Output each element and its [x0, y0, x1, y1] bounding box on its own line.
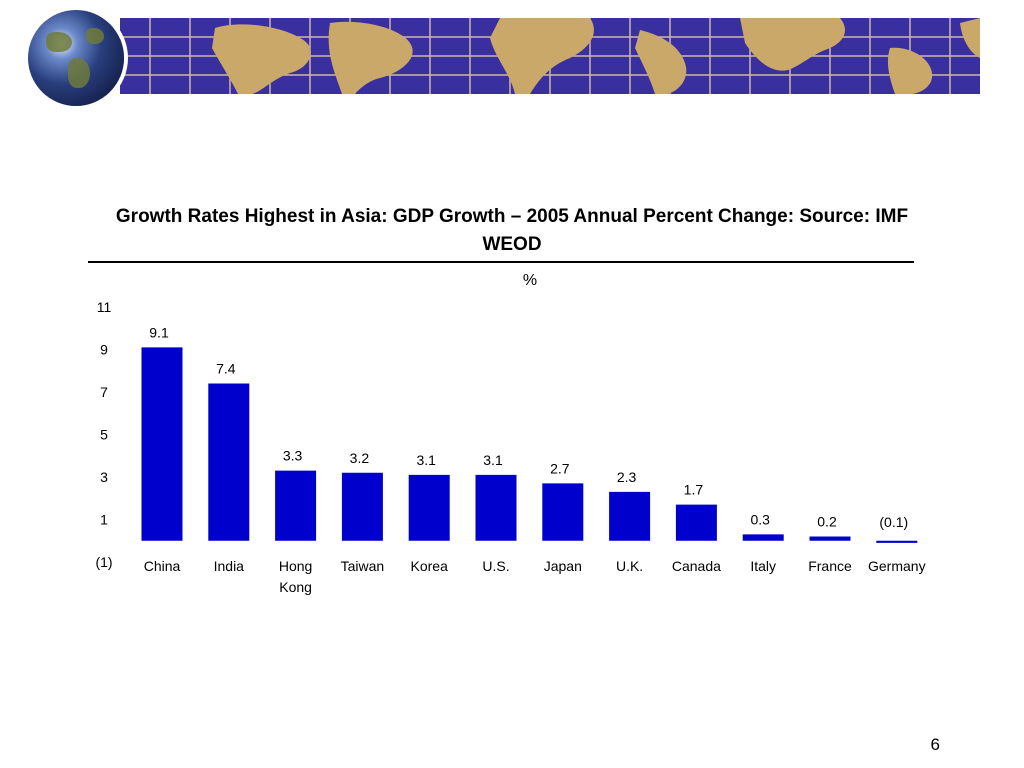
bar-canada — [675, 504, 717, 541]
title-divider — [88, 261, 914, 263]
bar-japan — [542, 483, 584, 541]
x-category-label: Germany — [868, 558, 926, 574]
bar-value-label: 3.2 — [350, 450, 370, 466]
x-category-label: Canada — [672, 558, 721, 574]
y-tick-label: (1) — [95, 554, 112, 570]
y-tick-label: 11 — [97, 299, 112, 315]
bar-value-label: 1.7 — [684, 482, 704, 498]
world-map-grid-image — [120, 18, 980, 94]
header-banner-world-map — [120, 18, 980, 94]
x-category-label: Japan — [544, 558, 582, 574]
x-axis-labels: China India Hong Kong Taiwan Korea U.S. Japan U.… — [144, 558, 926, 595]
bar-value-label: 2.7 — [550, 460, 570, 476]
bar-u-k — [609, 491, 651, 541]
bar-hong-kong — [275, 470, 317, 541]
y-tick-label: 3 — [100, 469, 108, 485]
y-tick-label: 7 — [100, 384, 108, 400]
bar-value-labels: 9.1 7.4 3.3 3.2 3.1 3.1 2.7 2.3 1.7 0.3 0.2 (0.1) — [149, 324, 908, 529]
bar-value-label: 9.1 — [149, 324, 169, 340]
bar-india — [208, 383, 250, 541]
bar-italy — [742, 534, 784, 541]
bars — [141, 347, 918, 543]
x-category-label: U.S. — [482, 558, 509, 574]
bar-value-label: 0.2 — [817, 514, 837, 530]
bar-value-label: 7.4 — [216, 361, 236, 377]
y-tick-label: 1 — [100, 512, 108, 528]
bar-korea — [408, 474, 450, 541]
chart-title: Growth Rates Highest in Asia: GDP Growth… — [115, 206, 909, 255]
bar-germany — [876, 540, 918, 543]
bar-china — [141, 347, 183, 541]
x-category-label: Hong Kong — [279, 558, 312, 595]
bar-value-label: 3.1 — [416, 452, 436, 468]
x-category-label: Taiwan — [341, 558, 385, 574]
bar-u-s — [475, 474, 517, 541]
y-axis-ticks: 11 9 7 5 3 1 (1) — [95, 299, 112, 570]
x-category-label: France — [808, 558, 852, 574]
globe-icon — [28, 10, 124, 106]
x-category-label: China — [144, 558, 181, 574]
unit-label: % — [522, 272, 538, 289]
bar-france — [809, 536, 851, 541]
x-category-label: India — [214, 558, 245, 574]
x-category-label: Italy — [750, 558, 776, 574]
bar-value-label: 3.3 — [283, 448, 303, 464]
bar-value-label: (0.1) — [879, 514, 908, 530]
bar-taiwan — [341, 472, 383, 541]
y-tick-label: 9 — [100, 342, 108, 358]
bar-value-label: 0.3 — [750, 511, 770, 527]
page-number: 6 — [930, 735, 940, 754]
x-category-label: Korea — [411, 558, 449, 574]
y-tick-label: 5 — [100, 427, 108, 443]
x-category-label: U.K. — [616, 558, 643, 574]
bar-value-label: 2.3 — [617, 469, 637, 485]
bar-value-label: 3.1 — [483, 452, 503, 468]
